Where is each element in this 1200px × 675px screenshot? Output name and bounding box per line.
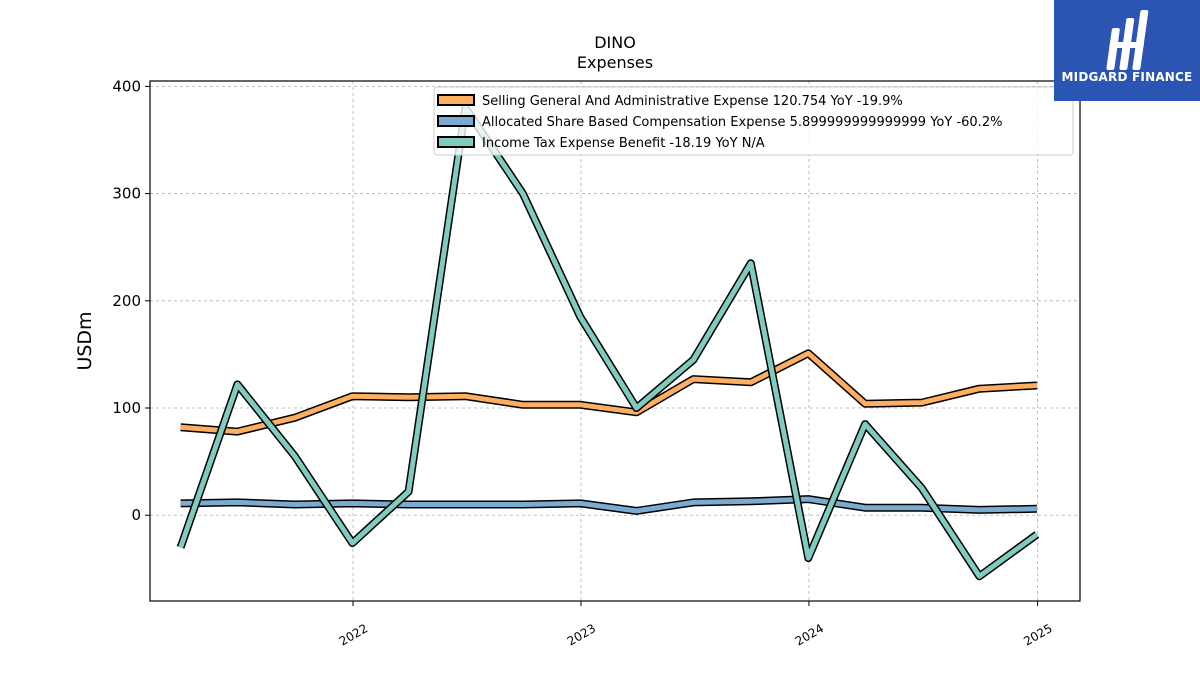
legend-label-0: Selling General And Administrative Expen… <box>482 94 903 109</box>
x-tick-label: 2022 <box>337 621 370 648</box>
series-line-0 <box>180 350 1038 435</box>
legend-frame <box>433 86 1074 156</box>
y-tick-label: 200 <box>112 292 141 310</box>
y-tick-label: 100 <box>112 399 141 417</box>
y-tick-label: 0 <box>131 506 141 524</box>
y-tick-label: 300 <box>112 185 141 203</box>
chart-title: DINO <box>594 33 636 52</box>
legend-swatch-1 <box>437 115 475 127</box>
y-tick-label: 400 <box>112 77 141 95</box>
chart-subtitle: Expenses <box>577 53 653 72</box>
midgard-finance-logo: MIDGARD FINANCE <box>1054 0 1200 101</box>
x-axis-ticks: 2022 2023 2024 2025 <box>337 601 1055 649</box>
legend-label-1: Allocated Share Based Compensation Expen… <box>482 115 1002 130</box>
legend: Selling General And Administrative Expen… <box>433 86 1074 156</box>
y-axis-ticks: 0 100 200 300 400 <box>112 77 150 524</box>
plot-frame <box>149 80 1081 602</box>
legend-swatch-0 <box>437 94 475 106</box>
x-tick-label: 2025 <box>1021 621 1054 648</box>
x-tick-label: 2023 <box>565 621 598 648</box>
legend-label-2: Income Tax Expense Benefit -18.19 YoY N/… <box>482 136 765 151</box>
x-tick-label: 2024 <box>793 621 826 648</box>
y-axis-label: USDm <box>74 311 96 370</box>
legend-swatch-2 <box>437 136 475 148</box>
logo-text: MIDGARD FINANCE <box>1061 70 1193 84</box>
midgard-logo-icon <box>1106 10 1149 70</box>
series-lines <box>176 103 1040 581</box>
series-line-2 <box>178 105 1039 579</box>
